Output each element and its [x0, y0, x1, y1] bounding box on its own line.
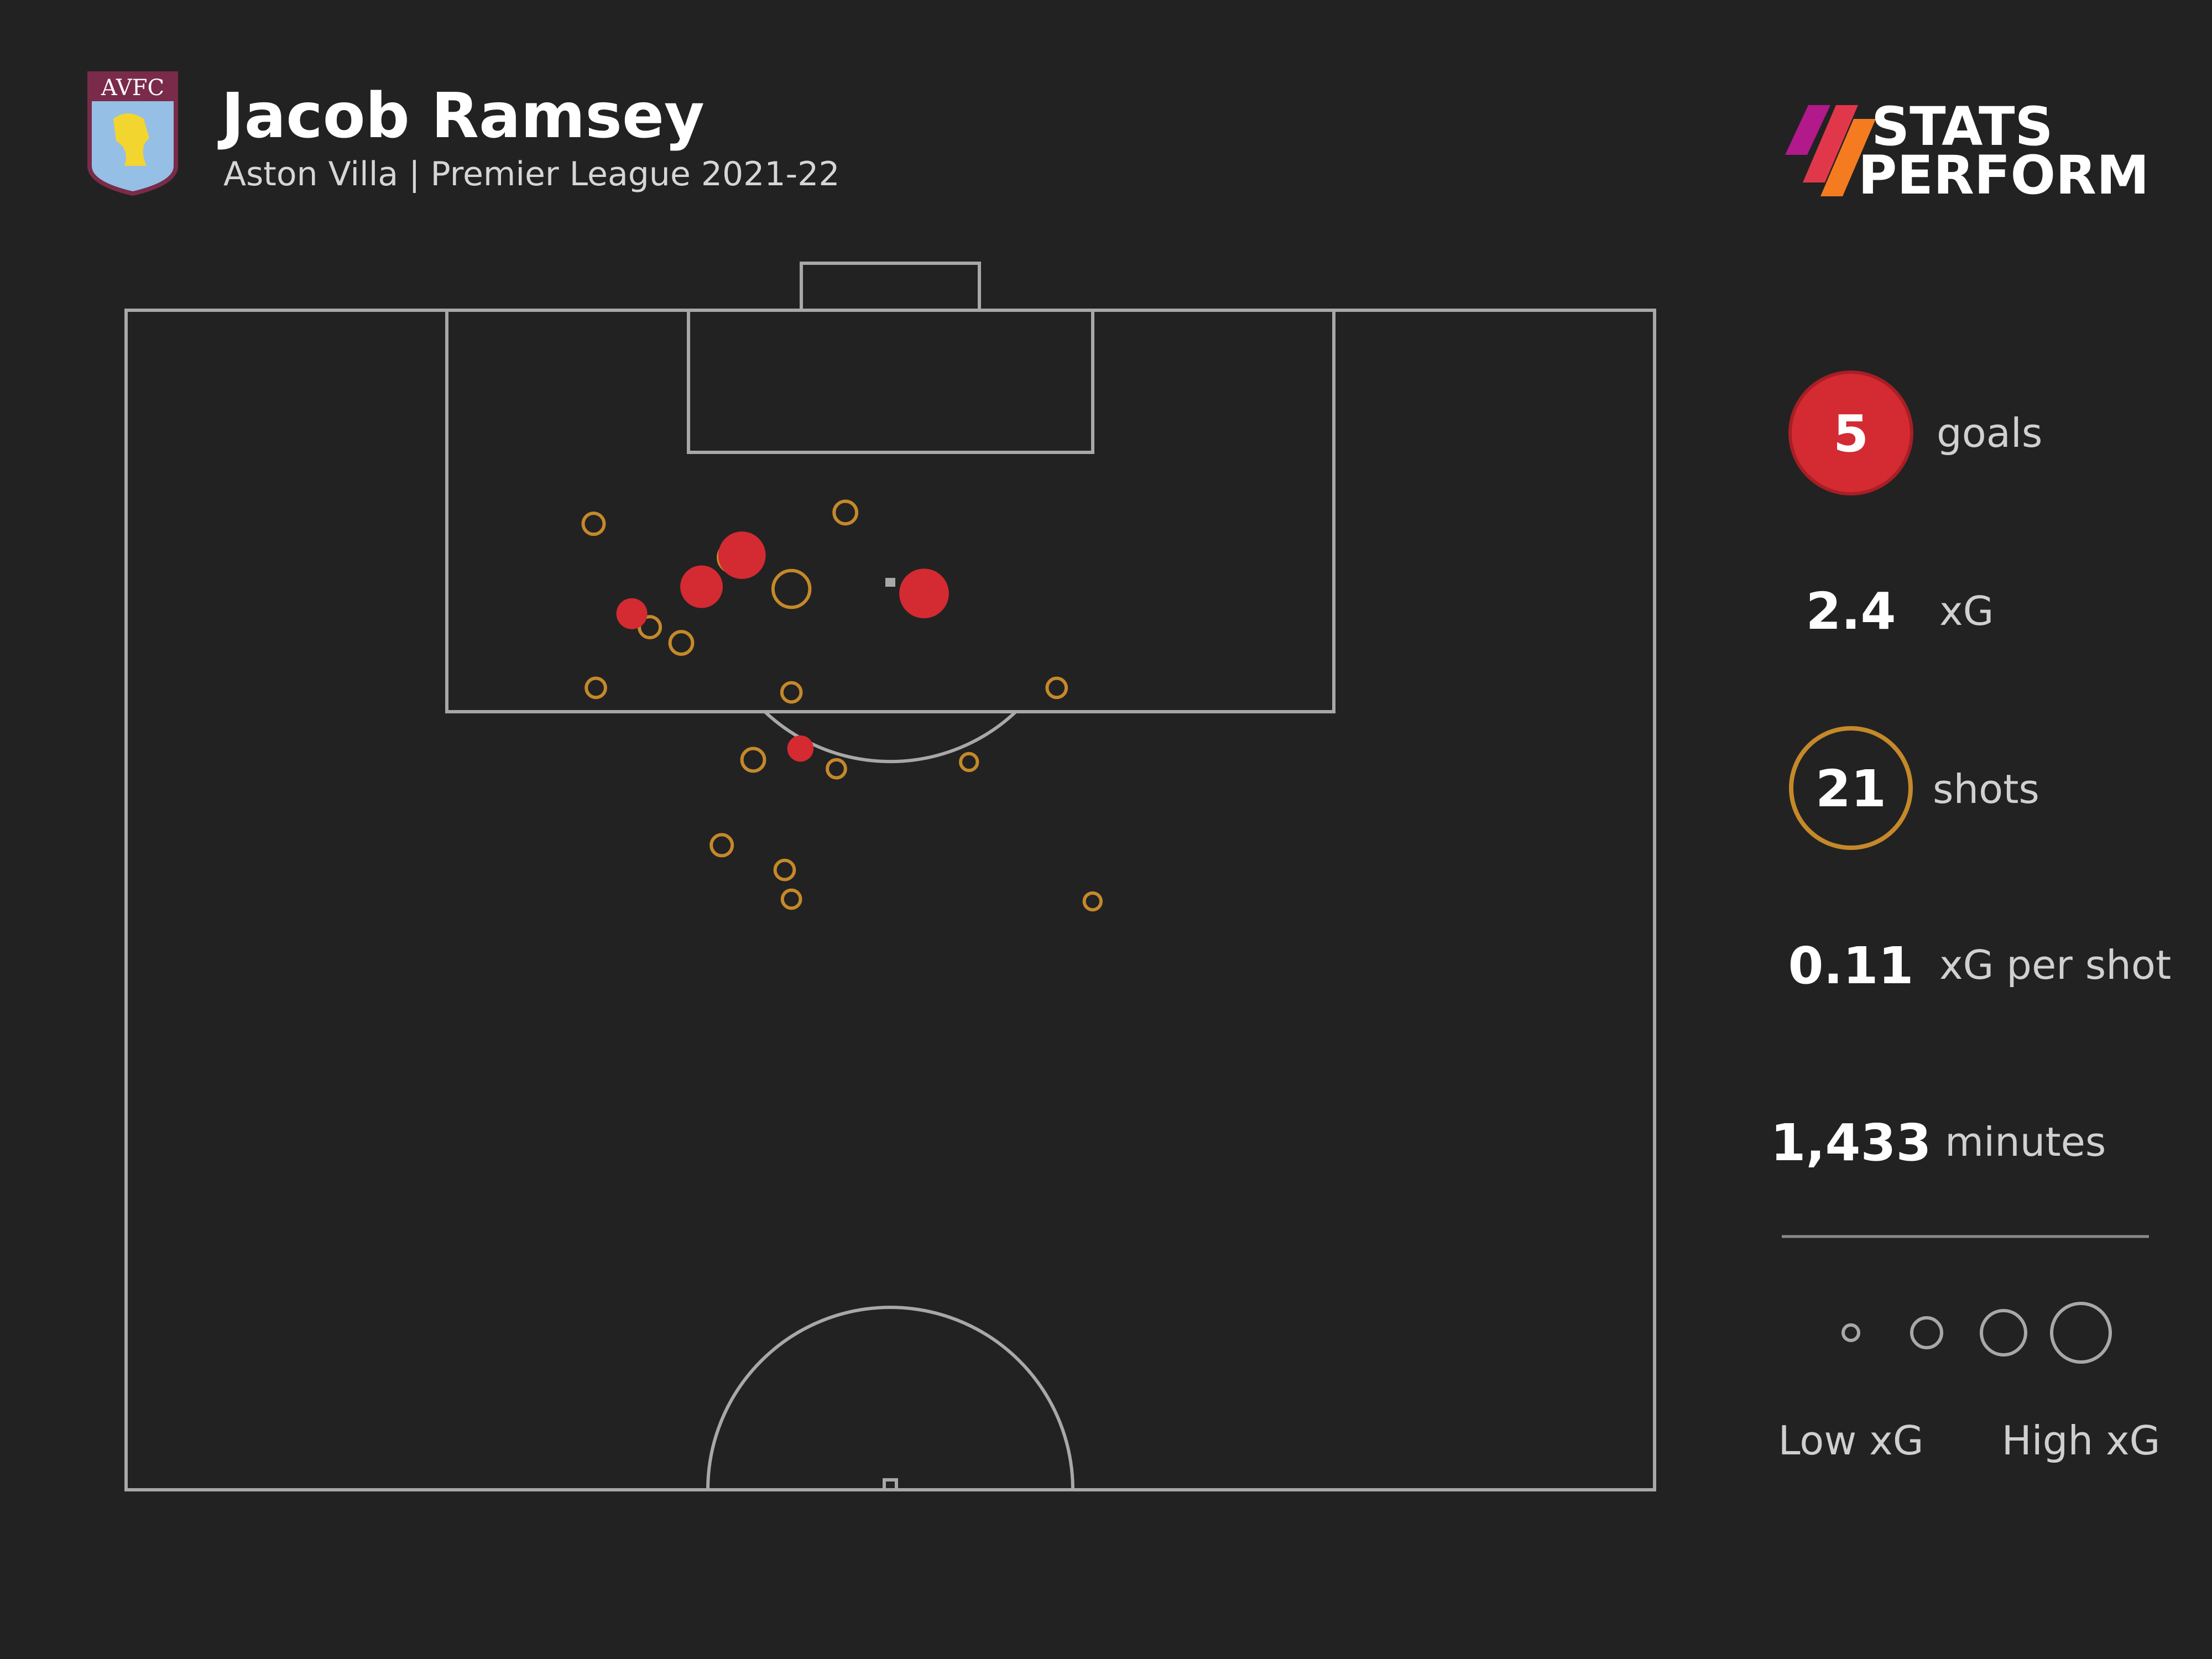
xg-value: 2.4 [1806, 582, 1896, 641]
crest-lion-icon [113, 113, 149, 166]
goal-marker [680, 565, 723, 608]
goals-value: 5 [1833, 404, 1869, 463]
shot-marker [832, 499, 859, 526]
legend-size-circle [1841, 1323, 1860, 1342]
legend-low-label: Low xG [1778, 1417, 1923, 1464]
shots-value: 21 [1815, 759, 1886, 818]
center-circle [706, 1306, 1074, 1490]
club-crest: AVFC [87, 71, 178, 196]
minutes-value: 1,433 [1770, 1113, 1931, 1172]
shot-marker [826, 758, 847, 780]
shot-marker [585, 676, 607, 700]
brand-line-1: STATS [1871, 96, 2053, 158]
goals-badge [1788, 371, 1913, 495]
xg-per-shot-value: 0.11 [1788, 936, 1914, 995]
page-subtitle: Aston Villa | Premier League 2021-22 [223, 155, 840, 194]
pitch-outline [124, 309, 1656, 1491]
shots-layer [581, 499, 1103, 912]
goal-marker [787, 735, 814, 762]
stats-panel: 5 goals 2.4 xG 21 shots 0.11 xG per shot… [1770, 371, 2171, 1238]
shot-marker [780, 681, 803, 704]
crest-banner [90, 74, 176, 101]
penalty-spot [885, 578, 895, 587]
penalty-area [445, 309, 1335, 713]
goal-frame [800, 262, 981, 312]
shot-marker [1045, 676, 1068, 700]
xg-per-shot-label: xG per shot [1939, 942, 2171, 988]
shot-marker [668, 630, 695, 656]
goal-marker [718, 531, 766, 579]
goal-marker [899, 568, 949, 619]
shot-marker [780, 888, 802, 910]
shot-marker [771, 568, 812, 609]
minutes-label: minutes [1945, 1119, 2106, 1165]
legend-size-circle [2050, 1302, 2112, 1364]
shot-marker [773, 858, 796, 881]
goal-marker [616, 598, 648, 629]
shots-badge [1789, 726, 1913, 850]
crest-text: AVFC [101, 75, 164, 101]
page-title: Jacob Ramsey [217, 80, 705, 152]
pitch [124, 262, 1656, 1491]
shots-label: shots [1933, 766, 2039, 812]
logo-stripe-3-icon [1820, 119, 1876, 196]
six-yard-box [687, 309, 1094, 454]
legend-size-circle [1910, 1316, 1943, 1349]
legend-size-circle [1980, 1309, 2027, 1357]
brand-line-2: PERFORM [1858, 144, 2150, 206]
shot-marker [959, 752, 979, 773]
stats-perform-logo: STATS PERFORM [1785, 96, 2150, 206]
goals-label: goals [1937, 410, 2042, 456]
logo-stripe-1-icon [1785, 105, 1830, 155]
logo-stripe-2-icon [1803, 105, 1858, 182]
xg-label: xG [1939, 588, 1994, 634]
shot-marker [581, 512, 606, 536]
legend-high-label: High xG [2002, 1417, 2161, 1464]
shot-marker [1082, 891, 1103, 912]
shot-marker [709, 833, 734, 858]
xg-size-legend: Low xG High xG [1778, 1302, 2161, 1464]
center-spot [883, 1478, 898, 1491]
shot-marker [740, 747, 766, 773]
